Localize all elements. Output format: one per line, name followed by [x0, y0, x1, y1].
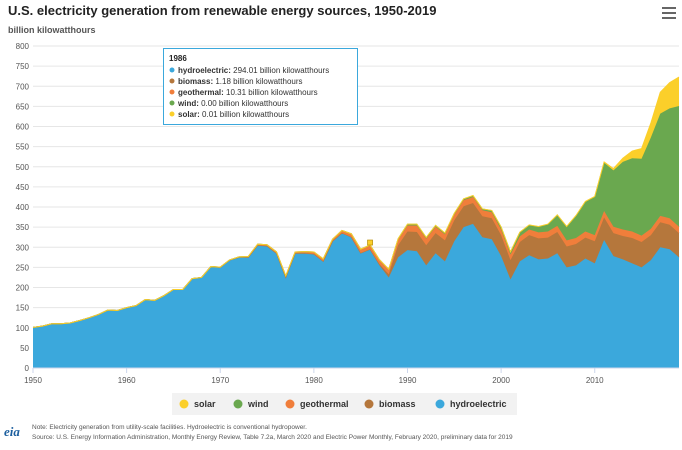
hover-marker[interactable]: [367, 239, 373, 246]
x-tick-label: 2010: [586, 376, 604, 385]
tooltip-series-name: solar:: [178, 110, 202, 119]
y-tick-label: 400: [16, 203, 30, 212]
tooltip-row: biomass: 1.18 billion kilowatthours: [178, 77, 303, 86]
line-solar: [32, 76, 680, 328]
legend-box: [172, 393, 517, 415]
tooltip-series-name: geothermal:: [178, 88, 226, 97]
legend-marker-biomass[interactable]: [364, 399, 374, 409]
legend-label-biomass[interactable]: biomass: [379, 399, 416, 409]
tooltip: 1986 hydroelectric: 294.01 billion kilowa…: [163, 48, 358, 125]
y-tick-label: 0: [25, 364, 30, 373]
menu-line: [662, 7, 676, 9]
legend-label-wind[interactable]: wind: [247, 399, 269, 409]
y-tick-label: 100: [16, 324, 30, 333]
tooltip-year: 1986: [169, 54, 187, 63]
tooltip-series-value: 0.00 billion kilowatthours: [201, 99, 288, 108]
tooltip-row: hydroelectric: 294.01 billion kilowattho…: [178, 66, 329, 75]
legend-marker-solar[interactable]: [179, 399, 189, 409]
tooltip-series-value: 0.01 billion kilowatthours: [202, 110, 289, 119]
y-tick-label: 600: [16, 123, 30, 132]
tooltip-series-name: biomass:: [178, 77, 215, 86]
y-tick-label: 650: [16, 102, 30, 111]
chart-units-label: billion kilowatthours: [8, 25, 96, 35]
tooltip-series-name: hydroelectric:: [178, 66, 233, 75]
tooltip-row: wind: 0.00 billion kilowatthours: [177, 99, 288, 108]
y-tick-label: 200: [16, 284, 30, 293]
hamburger-menu-icon[interactable]: [662, 7, 676, 19]
chart-title: U.S. electricity generation from renewab…: [8, 3, 437, 18]
eia-logo: eia: [4, 424, 20, 439]
y-tick-label: 500: [16, 163, 30, 172]
y-tick-label: 50: [20, 344, 29, 353]
y-tick-label: 550: [16, 143, 30, 152]
x-tick-label: 1980: [305, 376, 323, 385]
y-tick-label: 350: [16, 223, 30, 232]
y-tick-label: 450: [16, 183, 30, 192]
x-tick-label: 1960: [118, 376, 136, 385]
y-tick-label: 700: [16, 82, 30, 91]
legend-label-solar[interactable]: solar: [194, 399, 216, 409]
legend-marker-hydroelectric[interactable]: [435, 399, 445, 409]
x-tick-label: 1990: [399, 376, 417, 385]
legend-marker-wind[interactable]: [233, 399, 243, 409]
legend-label-geothermal[interactable]: geothermal: [300, 399, 349, 409]
tooltip-row: geothermal: 10.31 billion kilowatthours: [178, 88, 318, 97]
tooltip-series-name: wind:: [177, 99, 201, 108]
tooltip-series-value: 10.31 billion kilowatthours: [226, 88, 318, 97]
tooltip-marker: [169, 100, 175, 106]
y-tick-label: 750: [16, 62, 30, 71]
tooltip-series-value: 294.01 billion kilowatthours: [233, 66, 329, 75]
tooltip-marker: [169, 89, 175, 95]
area-hydroelectric[interactable]: [33, 223, 679, 368]
tooltip-marker: [169, 67, 175, 73]
y-tick-label: 250: [16, 263, 30, 272]
footer-source: Source: U.S. Energy Information Administ…: [32, 434, 513, 441]
tooltip-marker: [169, 111, 175, 117]
legend-marker-geothermal[interactable]: [285, 399, 295, 409]
tooltip-row: solar: 0.01 billion kilowatthours: [178, 110, 289, 119]
legend-label-hydroelectric[interactable]: hydroelectric: [450, 399, 507, 409]
x-tick-label: 2000: [492, 376, 510, 385]
footer-note: Note: Electricity generation from utilit…: [32, 424, 307, 431]
menu-line: [662, 17, 676, 19]
tooltip-box: [163, 48, 358, 125]
x-tick-label: 1970: [211, 376, 229, 385]
y-tick-label: 800: [16, 42, 30, 51]
y-tick-label: 300: [16, 243, 30, 252]
y-tick-label: 150: [16, 304, 30, 313]
x-tick-label: 1950: [24, 376, 42, 385]
tooltip-marker: [169, 78, 175, 84]
menu-line: [662, 12, 676, 14]
tooltip-series-value: 1.18 billion kilowatthours: [215, 77, 302, 86]
